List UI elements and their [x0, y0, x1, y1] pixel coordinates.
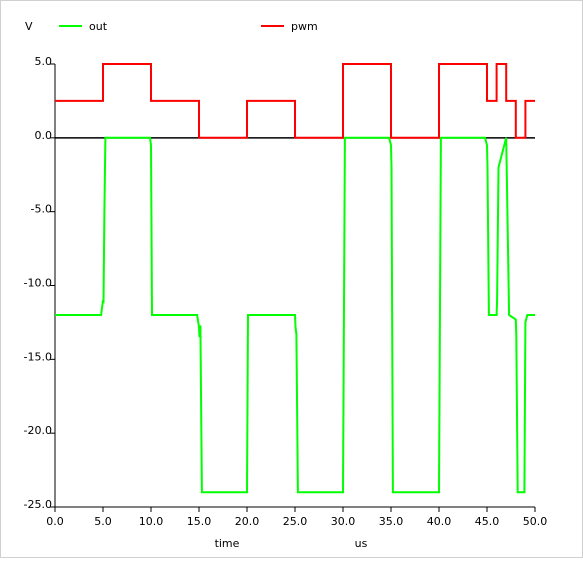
- series-line-pwm: [55, 63, 535, 139]
- y-tick-label: -5.0: [31, 203, 52, 216]
- x-tick-label: 40.0: [427, 515, 452, 528]
- x-tick-label: 10.0: [139, 515, 164, 528]
- legend-label-out: out: [89, 20, 108, 33]
- y-tick-label: -20.0: [24, 424, 52, 437]
- series-line-out: [55, 136, 535, 494]
- x-tick-label: 25.0: [283, 515, 308, 528]
- plot-area: [55, 63, 535, 494]
- y-tick-label: -15.0: [24, 350, 52, 363]
- ticks: 5.0 0.0 -5.0 -10.0 -15.0 -20.0 -25.0 0.0 5.0 10.0…: [24, 55, 548, 528]
- x-axis-unit: us: [355, 537, 368, 550]
- x-tick-label: 30.0: [331, 515, 356, 528]
- y-tick-label: 5.0: [35, 55, 53, 68]
- x-tick-label: 5.0: [94, 515, 112, 528]
- legend-label-pwm: pwm: [291, 20, 318, 33]
- y-tick-label: -10.0: [24, 277, 52, 290]
- x-tick-label: 0.0: [46, 515, 64, 528]
- x-tick-label: 15.0: [187, 515, 212, 528]
- axis-labels: time us: [215, 537, 368, 550]
- x-tick-label: 50.0: [523, 515, 548, 528]
- y-axis-label: V: [25, 20, 33, 33]
- x-tick-label: 20.0: [235, 515, 260, 528]
- x-axis-label: time: [215, 537, 240, 550]
- x-tick-label: 35.0: [379, 515, 404, 528]
- y-tick-label: 0.0: [35, 129, 53, 142]
- x-tick-label: 45.0: [475, 515, 500, 528]
- y-tick-label: -25.0: [24, 498, 52, 511]
